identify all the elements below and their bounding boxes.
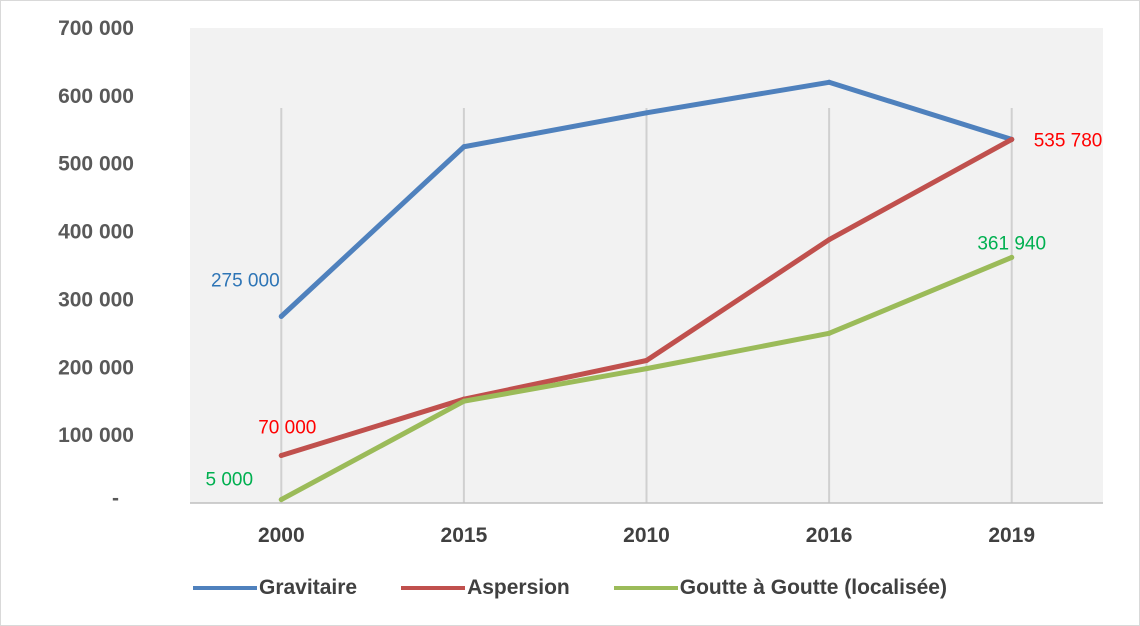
x-tick-label: 2010 [623,524,670,547]
data-point [644,110,649,116]
data-point [826,237,832,243]
legend-label: Aspersion [467,576,570,599]
x-axis-ticks: 2000 2015 2010 2016 2019 [258,524,1035,547]
legend-item-0: Gravitaire [193,576,357,600]
y-tick-label: 200 000 [58,356,134,379]
line-chart: - 100 000 200 000 300 000 400 000 500 000 600 … [58,17,1103,547]
legend: Gravitaire Aspersion Goutte à Goutte (loca… [0,568,1140,608]
legend-swatch [401,586,466,590]
series-lines [278,79,1015,503]
data-label: 275 000 [211,270,280,291]
legend-label: Goutte à Goutte (localisée) [679,576,947,599]
x-tick-label: 2000 [258,524,305,547]
x-tick-label: 2016 [806,524,853,547]
y-tick-label: 100 000 [58,424,134,447]
data-point [1009,254,1015,260]
legend-item-2: Goutte à Goutte (localisée) [613,576,947,600]
data-point [826,79,832,85]
x-tick-label: 2019 [988,524,1035,547]
y-tick-label: 600 000 [58,85,134,108]
grid-lines [280,108,1013,503]
data-point [278,497,284,503]
y-tick-label: 500 000 [58,153,134,176]
data-point [461,398,467,404]
data-point [644,366,649,372]
data-point [278,313,284,319]
data-point [826,330,832,336]
y-tick-label: - [112,487,119,510]
data-label: 70 000 [258,418,316,439]
data-point [1009,136,1015,142]
y-tick-label: 400 000 [58,221,134,244]
legend-item-1: Aspersion [401,576,570,600]
y-tick-label: 300 000 [58,288,134,311]
x-tick-label: 2015 [441,524,488,547]
data-point [461,144,467,150]
data-label: 361 940 [977,233,1046,254]
legend-label: Gravitaire [259,576,358,599]
data-label: 535 780 [1034,130,1103,151]
data-point [278,453,284,458]
legend-swatch [193,586,257,590]
data-labels: 275 000 70 000 535 780 5 000 361 940 [206,130,1103,490]
y-tick-label: 700 000 [58,17,134,40]
data-point [644,358,649,363]
legend-swatch [613,586,678,590]
data-label: 5 000 [206,470,254,491]
y-axis-ticks: - 100 000 200 000 300 000 400 000 500 000 600 … [58,17,134,510]
